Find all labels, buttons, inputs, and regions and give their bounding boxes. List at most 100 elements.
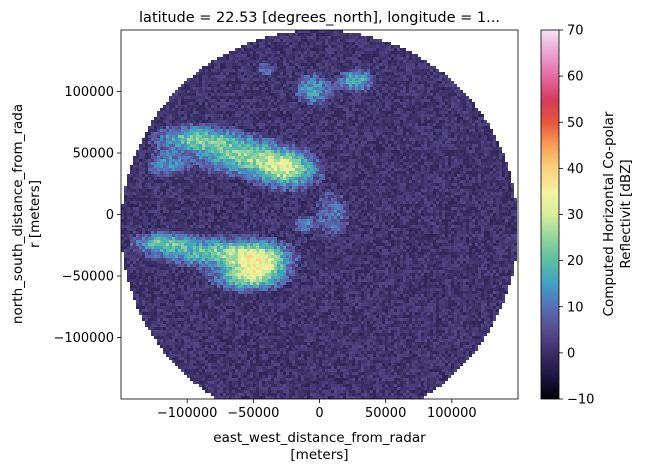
radar-cell <box>406 129 409 132</box>
radar-cell <box>259 45 262 48</box>
radar-cell <box>358 111 361 114</box>
radar-cell <box>238 63 241 66</box>
radar-cell <box>295 165 298 168</box>
radar-cell <box>346 174 349 177</box>
radar-cell <box>310 84 313 87</box>
radar-cell <box>412 66 415 69</box>
radar-cell <box>430 183 433 186</box>
radar-cell <box>199 138 202 141</box>
radar-cell <box>205 66 208 69</box>
radar-cell <box>217 123 220 126</box>
radar-cell <box>304 72 307 75</box>
radar-cell <box>259 75 262 78</box>
radar-cell <box>262 105 265 108</box>
radar-cell <box>232 168 235 171</box>
radar-cell <box>268 135 271 138</box>
radar-cell <box>166 135 169 138</box>
radar-cell <box>421 123 424 126</box>
radar-cell <box>187 135 190 138</box>
radar-cell <box>454 111 457 114</box>
radar-cell <box>379 78 382 81</box>
radar-cell <box>259 165 262 168</box>
radar-cell <box>178 129 181 132</box>
radar-cell <box>418 78 421 81</box>
radar-cell <box>451 111 454 114</box>
radar-cell <box>325 60 328 63</box>
radar-cell <box>418 66 421 69</box>
radar-cell <box>442 162 445 165</box>
radar-cell <box>340 45 343 48</box>
radar-cell <box>445 132 448 135</box>
radar-cell <box>154 144 157 147</box>
radar-cell <box>232 54 235 57</box>
radar-cell <box>328 42 331 45</box>
radar-cell <box>466 129 469 132</box>
radar-cell <box>310 174 313 177</box>
radar-cell <box>364 156 367 159</box>
radar-cell <box>430 69 433 72</box>
radar-cell <box>175 126 178 129</box>
radar-cell <box>139 171 142 174</box>
radar-cell <box>358 60 361 63</box>
radar-cell <box>370 81 373 84</box>
radar-cell <box>376 165 379 168</box>
radar-cell <box>448 177 451 180</box>
radar-cell <box>415 60 418 63</box>
radar-cell <box>346 132 349 135</box>
radar-cell <box>256 144 259 147</box>
radar-cell <box>409 123 412 126</box>
radar-cell <box>220 111 223 114</box>
radar-cell <box>178 93 181 96</box>
radar-cell <box>391 111 394 114</box>
radar-cell <box>451 126 454 129</box>
radar-cell <box>292 42 295 45</box>
radar-cell <box>325 36 328 39</box>
radar-cell <box>157 117 160 120</box>
radar-cell <box>298 126 301 129</box>
radar-cell <box>367 60 370 63</box>
radar-cell <box>271 120 274 123</box>
radar-cell <box>313 108 316 111</box>
radar-cell <box>181 180 184 183</box>
radar-cell <box>331 165 334 168</box>
radar-cell <box>373 42 376 45</box>
radar-cell <box>427 132 430 135</box>
radar-cell <box>313 75 316 78</box>
radar-cell <box>151 168 154 171</box>
radar-cell <box>181 183 184 186</box>
radar-cell <box>424 66 427 69</box>
radar-cell <box>178 168 181 171</box>
radar-cell <box>265 93 268 96</box>
radar-cell <box>328 39 331 42</box>
radar-cell <box>403 81 406 84</box>
radar-cell <box>373 99 376 102</box>
radar-cell <box>391 144 394 147</box>
radar-cell <box>238 150 241 153</box>
radar-cell <box>325 63 328 66</box>
radar-cell <box>316 114 319 117</box>
radar-cell <box>400 108 403 111</box>
radar-cell <box>217 162 220 165</box>
radar-cell <box>415 66 418 69</box>
radar-cell <box>397 117 400 120</box>
radar-cell <box>460 114 463 117</box>
radar-cell <box>388 105 391 108</box>
radar-cell <box>217 114 220 117</box>
radar-cell <box>262 153 265 156</box>
radar-cell <box>190 90 193 93</box>
radar-cell <box>163 135 166 138</box>
radar-cell <box>370 174 373 177</box>
radar-cell <box>433 108 436 111</box>
radar-cell <box>196 162 199 165</box>
radar-cell <box>334 30 337 33</box>
radar-cell <box>295 66 298 69</box>
radar-cell <box>358 123 361 126</box>
radar-cell <box>169 141 172 144</box>
radar-cell <box>472 171 475 174</box>
radar-cell <box>352 177 355 180</box>
radar-cell <box>274 63 277 66</box>
radar-cell <box>157 153 160 156</box>
radar-cell <box>499 168 502 171</box>
radar-cell <box>442 117 445 120</box>
radar-cell <box>289 111 292 114</box>
